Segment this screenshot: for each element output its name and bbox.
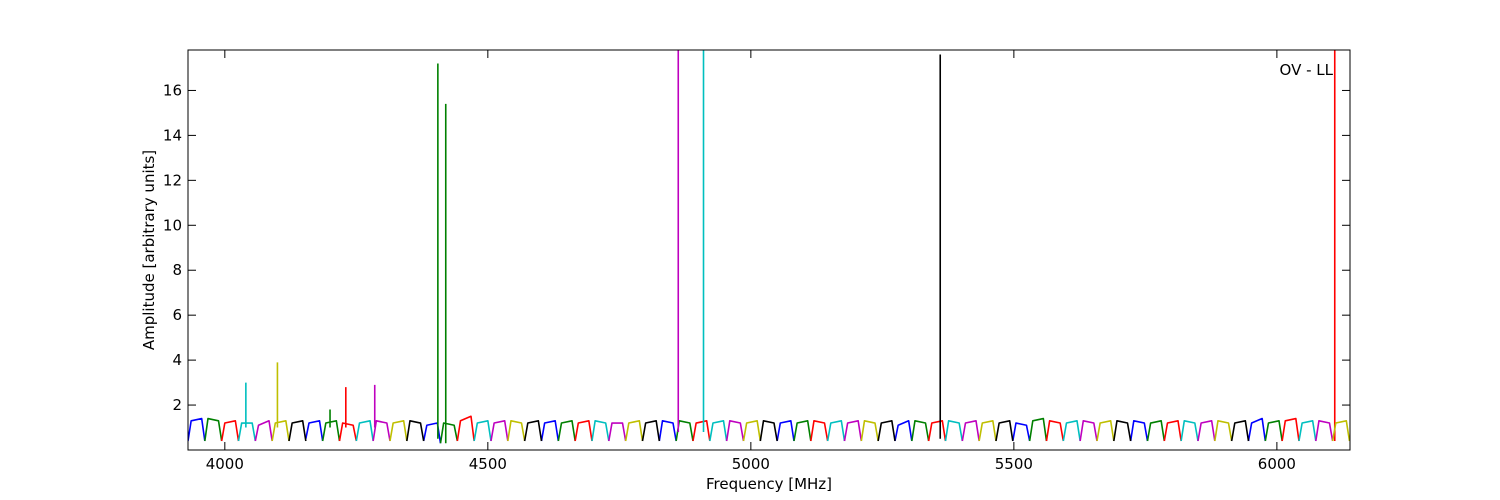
spectrum-line [271,362,1350,442]
spectrum-line [188,417,1267,444]
x-tick-label: 4500 [469,455,507,473]
y-tick-label: 2 [172,396,182,414]
y-tick-label: 4 [172,351,182,369]
plot-frame [187,49,1351,451]
y-tick-label: 12 [163,171,182,189]
y-tick-label: 6 [172,306,182,324]
y-tick-label: 14 [163,126,182,144]
spectrum-line [254,50,1334,442]
x-tick-label: 5500 [995,455,1033,473]
spectrum-line [237,50,1317,442]
y-tick-label: 16 [163,81,182,99]
spectrum-line [204,63,1283,444]
spectrum-line [220,50,1336,442]
x-axis-label: Frequency [MHz] [706,475,832,493]
y-tick-label: 10 [163,216,182,234]
annotation: OV - LL [1280,61,1334,79]
spectrum-line [288,54,1250,442]
y-axis-label: Amplitude [arbitrary units] [140,150,158,350]
x-tick-label: 5000 [732,455,770,473]
y-tick-label: 8 [172,261,182,279]
x-tick-label: 6000 [1258,455,1296,473]
x-tick-label: 4000 [206,455,244,473]
plot-lines [188,50,1350,444]
